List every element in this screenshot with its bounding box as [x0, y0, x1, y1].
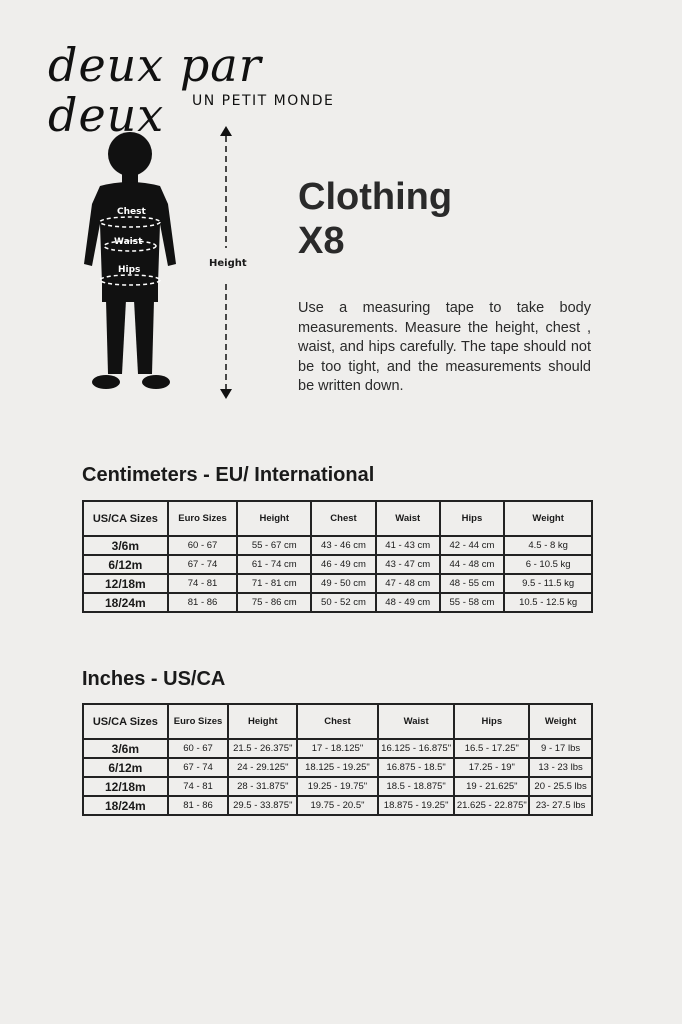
table-header-row: US/CA Sizes Euro Sizes Height Chest Waist Hip…: [82, 500, 593, 537]
column-header: Hips: [438, 500, 506, 537]
table-row: 3/6m 60 - 67 55 - 67 cm 43 - 46 cm 41 - 43 c…: [82, 535, 593, 556]
inch-table-heading: Inches - US/CA: [82, 668, 226, 690]
table-cell: 3/6m: [82, 738, 169, 759]
table-header-row: US/CA Sizes Euro Sizes Height Chest Waist Hip…: [82, 703, 593, 740]
table-cell: 28 - 31.875": [227, 776, 299, 797]
logo-wordmark: deux par deux: [48, 38, 262, 142]
table-cell: 55 - 67 cm: [236, 535, 313, 556]
table-cell: 19.25 - 19.75": [296, 776, 379, 797]
table-cell: 18/24m: [82, 795, 169, 816]
table-cell: 16.875 - 18.5": [376, 757, 456, 778]
column-header: Weight: [528, 703, 593, 740]
logo-tagline: UN PETIT MONDE: [192, 93, 335, 109]
table-cell: 18.875 - 19.25": [376, 795, 456, 816]
column-header: Height: [227, 703, 299, 740]
table-cell: 46 - 49 cm: [310, 554, 377, 575]
measuring-instructions: Use a measuring tape to take body measur…: [298, 300, 591, 395]
column-header: Chest: [310, 500, 377, 537]
table-cell: 18/24m: [82, 592, 169, 613]
title-line-2: X8: [298, 220, 345, 262]
column-header: Weight: [503, 500, 593, 537]
table-cell: 6/12m: [82, 757, 169, 778]
table-cell: 21.5 - 26.375": [227, 738, 299, 759]
table-cell: 20 - 25.5 lbs: [528, 776, 593, 797]
table-cell: 74 - 81: [166, 776, 230, 797]
cm-table-heading: Centimeters - EU/ International: [82, 464, 375, 486]
table-cell: 74 - 81: [166, 573, 239, 594]
hips-label: Hips: [118, 265, 141, 275]
table-cell: 61 - 74 cm: [236, 554, 313, 575]
table-cell: 10.5 - 12.5 kg: [503, 592, 593, 613]
table-cell: 18.5 - 18.875": [376, 776, 456, 797]
table-cell: 75 - 86 cm: [236, 592, 313, 613]
table-cell: 41 - 43 cm: [374, 535, 441, 556]
child-silhouette-icon: Chest Waist Hips: [76, 124, 186, 399]
table-cell: 21.625 - 22.875": [453, 795, 531, 816]
table-cell: 42 - 44 cm: [438, 535, 506, 556]
table-row: 12/18m 74 - 81 28 - 31.875" 19.25 - 19.75" 1…: [82, 776, 593, 797]
column-header: Waist: [374, 500, 441, 537]
height-label: Height: [209, 258, 247, 269]
table-cell: 12/18m: [82, 573, 169, 594]
column-header: Euro Sizes: [166, 703, 230, 740]
table-cell: 29.5 - 33.875": [227, 795, 299, 816]
brand-logo: deux par deux UN PETIT MONDE: [48, 40, 368, 140]
table-cell: 4.5 - 8 kg: [503, 535, 593, 556]
table-cell: 6 - 10.5 kg: [503, 554, 593, 575]
table-row: 12/18m 74 - 81 71 - 81 cm 49 - 50 cm 47 - 48…: [82, 573, 593, 594]
table-cell: 49 - 50 cm: [310, 573, 377, 594]
table-cell: 19.75 - 20.5": [296, 795, 379, 816]
table-cell: 55 - 58 cm: [438, 592, 506, 613]
table-cell: 16.5 - 17.25": [453, 738, 531, 759]
table-cell: 17.25 - 19": [453, 757, 531, 778]
table-cell: 23- 27.5 lbs: [528, 795, 593, 816]
table-cell: 19 - 21.625": [453, 776, 531, 797]
column-header: Height: [236, 500, 313, 537]
table-row: 18/24m 81 - 86 75 - 86 cm 50 - 52 cm 48 - 49…: [82, 592, 593, 613]
table-cell: 81 - 86: [166, 795, 230, 816]
table-row: 3/6m 60 - 67 21.5 - 26.375" 17 - 18.125" 16.…: [82, 738, 593, 759]
inch-size-table: US/CA Sizes Euro Sizes Height Chest Waist Hip…: [82, 703, 593, 816]
column-header: Waist: [376, 703, 456, 740]
table-cell: 44 - 48 cm: [438, 554, 506, 575]
table-cell: 47 - 48 cm: [374, 573, 441, 594]
table-cell: 18.125 - 19.25": [296, 757, 379, 778]
height-arrow-icon: [218, 126, 234, 401]
table-cell: 9.5 - 11.5 kg: [503, 573, 593, 594]
table-row: 18/24m 81 - 86 29.5 - 33.875" 19.75 - 20.5"…: [82, 795, 593, 816]
table-cell: 16.125 - 16.875": [376, 738, 456, 759]
table-cell: 24 - 29.125": [227, 757, 299, 778]
table-cell: 67 - 74: [166, 554, 239, 575]
table-cell: 71 - 81 cm: [236, 573, 313, 594]
waist-label: Waist: [114, 237, 143, 247]
table-cell: 81 - 86: [166, 592, 239, 613]
column-header: US/CA Sizes: [82, 500, 169, 537]
table-row: 6/12m 67 - 74 24 - 29.125" 18.125 - 19.25" 1…: [82, 757, 593, 778]
table-cell: 43 - 47 cm: [374, 554, 441, 575]
column-header: Euro Sizes: [166, 500, 239, 537]
table-cell: 67 - 74: [166, 757, 230, 778]
table-cell: 60 - 67: [166, 738, 230, 759]
table-cell: 50 - 52 cm: [310, 592, 377, 613]
table-row: 6/12m 67 - 74 61 - 74 cm 46 - 49 cm 43 - 47 …: [82, 554, 593, 575]
table-cell: 48 - 55 cm: [438, 573, 506, 594]
column-header: US/CA Sizes: [82, 703, 169, 740]
table-cell: 43 - 46 cm: [310, 535, 377, 556]
table-cell: 60 - 67: [166, 535, 239, 556]
title-line-1: Clothing: [298, 176, 453, 218]
table-cell: 13 - 23 lbs: [528, 757, 593, 778]
table-cell: 9 - 17 lbs: [528, 738, 593, 759]
cm-size-table: US/CA Sizes Euro Sizes Height Chest Waist Hip…: [82, 500, 593, 613]
chest-label: Chest: [117, 207, 146, 217]
table-cell: 6/12m: [82, 554, 169, 575]
column-header: Chest: [296, 703, 379, 740]
table-cell: 48 - 49 cm: [374, 592, 441, 613]
table-cell: 12/18m: [82, 776, 169, 797]
column-header: Hips: [453, 703, 531, 740]
page-title: Clothing X8: [298, 175, 452, 263]
table-cell: 17 - 18.125": [296, 738, 379, 759]
table-cell: 3/6m: [82, 535, 169, 556]
